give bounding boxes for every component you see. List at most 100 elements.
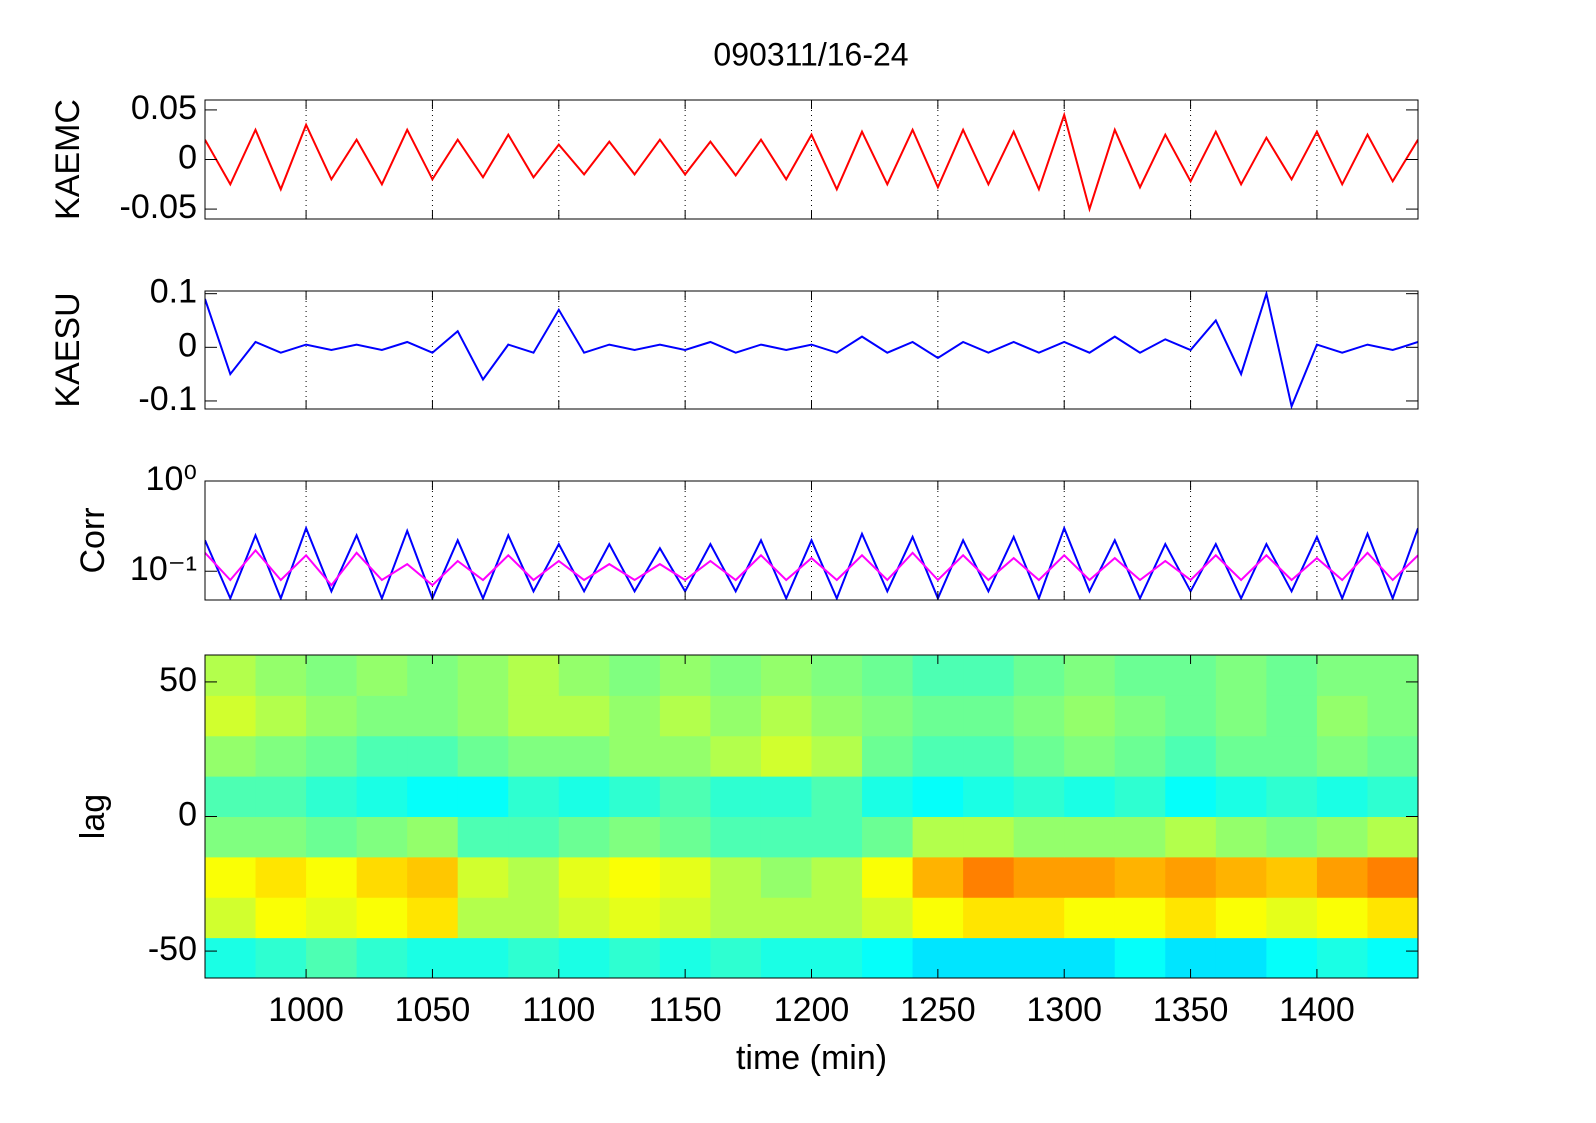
heatmap-cell xyxy=(811,937,863,978)
heatmap-cell xyxy=(862,856,914,898)
heatmap-cell xyxy=(811,776,863,817)
heatmap-cell xyxy=(659,856,711,898)
y-tick-label: -50 xyxy=(148,930,197,968)
heatmap-cell xyxy=(1114,695,1166,737)
heatmap-cell xyxy=(407,735,459,777)
heatmap-cell xyxy=(760,695,812,737)
plot-area xyxy=(205,481,1418,600)
heatmap-cell xyxy=(558,856,610,898)
heatmap-cell xyxy=(508,695,560,737)
heatmap-cell xyxy=(1316,695,1368,737)
heatmap-cell xyxy=(508,897,560,939)
heatmap-cell xyxy=(1064,816,1116,858)
heatmap-cell xyxy=(1064,655,1116,696)
heatmap-cell xyxy=(205,695,257,737)
heatmap-cell xyxy=(1013,816,1065,858)
heatmap-cell xyxy=(811,695,863,737)
heatmap-cell xyxy=(205,937,257,978)
y-tick-label: 10⁰ xyxy=(146,460,197,498)
heatmap-cell xyxy=(609,816,661,858)
heatmap-cell xyxy=(1316,735,1368,777)
heatmap-cell xyxy=(1013,937,1065,978)
heatmap-cell xyxy=(811,816,863,858)
heatmap-cell xyxy=(407,897,459,939)
heatmap-cell xyxy=(963,776,1015,817)
heatmap-cell xyxy=(1165,695,1217,737)
x-tick-label: 1150 xyxy=(649,991,722,1029)
heatmap-cell xyxy=(1316,897,1368,939)
heatmap-cell xyxy=(760,816,812,858)
heatmap-cell xyxy=(963,655,1015,696)
heatmap-cell xyxy=(1114,856,1166,898)
heatmap-cell xyxy=(1367,856,1418,898)
heatmap-cell xyxy=(1266,897,1318,939)
heatmap-cell xyxy=(356,776,408,817)
heatmap-cell xyxy=(508,816,560,858)
heatmap-cell xyxy=(710,735,762,777)
heatmap-cell xyxy=(407,776,459,817)
heatmap-cell xyxy=(1266,776,1318,817)
heatmap-cell xyxy=(356,735,408,777)
heatmap-cell xyxy=(710,856,762,898)
heatmap-cell xyxy=(356,816,408,858)
heatmap-cell xyxy=(1013,655,1065,696)
heatmap-cell xyxy=(1215,897,1267,939)
heatmap-cell xyxy=(862,655,914,696)
heatmap-cell xyxy=(457,695,509,737)
heatmap-cell xyxy=(508,735,560,777)
data-line xyxy=(205,548,1418,587)
heatmap-cell xyxy=(659,776,711,817)
heatmap-cell xyxy=(760,655,812,696)
heatmap-cell xyxy=(1114,776,1166,817)
heatmap-cell xyxy=(1367,897,1418,939)
y-axis-label: KAESU xyxy=(49,292,87,407)
y-tick-label: 50 xyxy=(159,661,197,699)
x-tick-label: 1000 xyxy=(268,991,344,1029)
heatmap-cell xyxy=(255,655,307,696)
heatmap-cell xyxy=(356,897,408,939)
heatmap-cell xyxy=(1215,937,1267,978)
heatmap-cell xyxy=(407,856,459,898)
heatmap-cell xyxy=(811,735,863,777)
y-tick-label: 0 xyxy=(178,138,197,176)
heatmap-cell xyxy=(963,695,1015,737)
heatmap-cell xyxy=(356,856,408,898)
y-axis-label: lag xyxy=(74,794,112,839)
heatmap-cell xyxy=(1266,655,1318,696)
heatmap-cell xyxy=(609,695,661,737)
heatmap-cell xyxy=(255,735,307,777)
heatmap-cell xyxy=(710,655,762,696)
heatmap-cell xyxy=(1064,776,1116,817)
heatmap-cell xyxy=(1316,816,1368,858)
heatmap-cell xyxy=(558,937,610,978)
chart-title: 090311/16-24 xyxy=(713,36,908,72)
heatmap-cell xyxy=(508,937,560,978)
heatmap-cell xyxy=(306,856,358,898)
heatmap-cell xyxy=(1114,735,1166,777)
heatmap-cell xyxy=(457,856,509,898)
x-tick-label: 1350 xyxy=(1153,991,1229,1029)
heatmap-cell xyxy=(760,856,812,898)
heatmap-cell xyxy=(306,695,358,737)
heatmap-cell xyxy=(205,856,257,898)
heatmap-cell xyxy=(1367,735,1418,777)
data-line xyxy=(205,111,1418,213)
heatmap-cell xyxy=(1367,937,1418,978)
x-tick-label: 1050 xyxy=(395,991,471,1029)
x-tick-label: 1400 xyxy=(1279,991,1355,1029)
heatmap-cell xyxy=(306,735,358,777)
heatmap-cell xyxy=(1215,735,1267,777)
heatmap-cell xyxy=(710,816,762,858)
heatmap-cell xyxy=(862,735,914,777)
y-tick-label: 0.05 xyxy=(131,89,197,127)
heatmap-cell xyxy=(1114,897,1166,939)
heatmap-cell xyxy=(1064,897,1116,939)
heatmap-cell xyxy=(659,816,711,858)
heatmap-cell xyxy=(1215,816,1267,858)
heatmap-cell xyxy=(862,937,914,978)
heatmap-cell xyxy=(1064,695,1116,737)
y-tick-label: 0 xyxy=(178,795,197,833)
heatmap-cell xyxy=(1316,937,1368,978)
heatmap-cell xyxy=(1367,816,1418,858)
